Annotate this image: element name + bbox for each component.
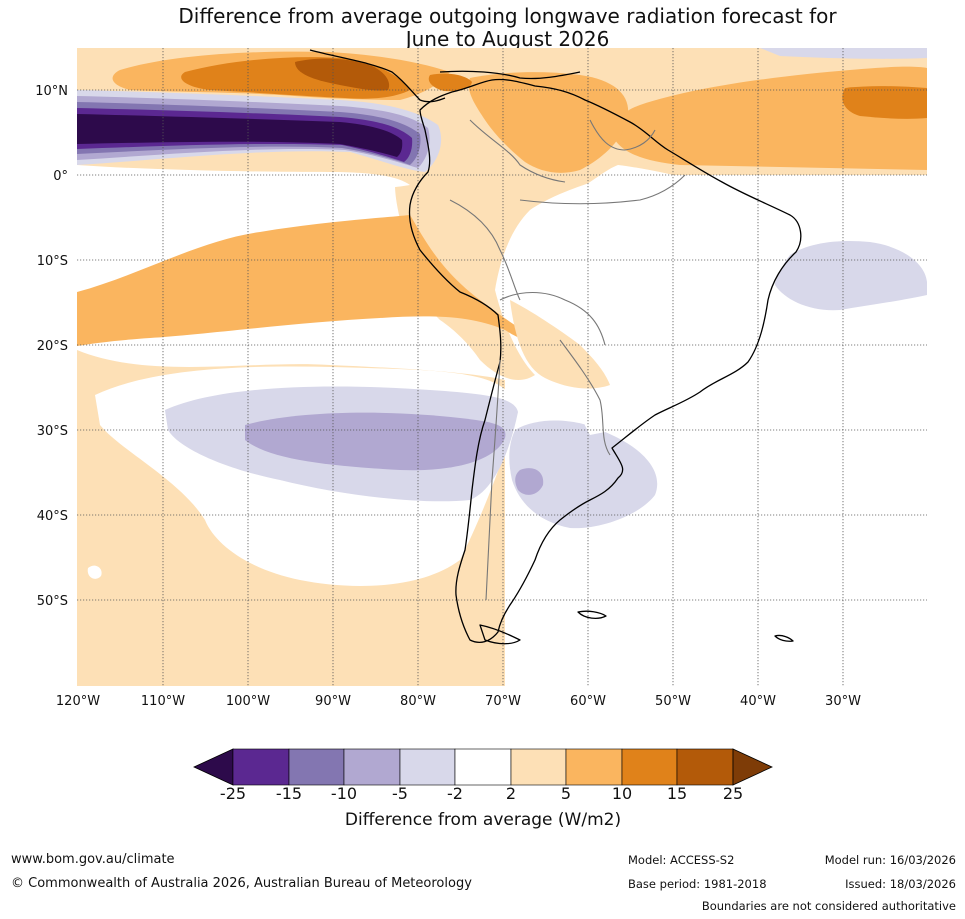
map-title-line-2: June to August 2026 bbox=[405, 27, 610, 51]
falkland-islands bbox=[577, 610, 607, 619]
south-america-coastline bbox=[408, 78, 802, 643]
colorbar-tick-label: 10 bbox=[612, 784, 632, 803]
website-link[interactable]: www.bom.gov.au/climate bbox=[11, 852, 175, 867]
anomaly-region-pos-strong-atlantic bbox=[842, 86, 927, 119]
lat-label: 30°S bbox=[37, 424, 68, 439]
colorbar-tick-label: 25 bbox=[723, 784, 743, 803]
border-paraguay-uruguay bbox=[559, 339, 611, 456]
map-title-line-1: Difference from average outgoing longwav… bbox=[178, 4, 837, 28]
caribbean-coast bbox=[439, 70, 581, 80]
anomaly-region-neutral-equator bbox=[77, 165, 410, 215]
anomaly-region-neg-light-south-atlantic bbox=[775, 240, 927, 311]
anomaly-region-neg-medium-argentina bbox=[515, 468, 544, 495]
lon-label: 70°W bbox=[485, 694, 521, 709]
longitude-axis: 120°W 110°W 100°W 90°W 80°W 70°W 60°W 50… bbox=[56, 694, 861, 709]
border-peru-brazil bbox=[449, 199, 521, 301]
colorbar: -25 -15 -10 -5 -2 2 5 10 15 25 Differenc… bbox=[193, 748, 773, 830]
anomaly-region-neg-extreme-itcz bbox=[77, 114, 403, 157]
border-colombia-venezuela bbox=[469, 119, 566, 183]
border-brazil-interior bbox=[519, 174, 686, 205]
lon-label: 100°W bbox=[226, 694, 270, 709]
lon-label: 50°W bbox=[655, 694, 691, 709]
colorbar-band bbox=[399, 748, 456, 786]
lon-label: 90°W bbox=[315, 694, 351, 709]
lon-label: 40°W bbox=[740, 694, 776, 709]
colorbar-tick-label: -15 bbox=[276, 784, 302, 803]
colorbar-label: Difference from average (W/m2) bbox=[345, 810, 621, 830]
lon-label: 110°W bbox=[141, 694, 185, 709]
lat-label: 10°S bbox=[37, 254, 68, 269]
colorbar-tick-label: -25 bbox=[220, 784, 246, 803]
colorbar-tick-label: -10 bbox=[331, 784, 357, 803]
lat-label: 0° bbox=[53, 169, 68, 184]
lon-label: 120°W bbox=[56, 694, 100, 709]
lat-label: 50°S bbox=[37, 594, 68, 609]
graticule bbox=[77, 48, 927, 686]
lon-label: 60°W bbox=[570, 694, 606, 709]
model-run-date: Model run: 16/03/2026 bbox=[824, 853, 956, 867]
colorbar-tick-label: 15 bbox=[667, 784, 687, 803]
colorbar-extend-high bbox=[732, 748, 773, 786]
map-title: Difference from average outgoing longwav… bbox=[0, 5, 965, 51]
anomaly-region-pos-very-strong-central-america bbox=[295, 58, 390, 91]
colorbar-band bbox=[621, 748, 678, 786]
lon-label: 30°W bbox=[825, 694, 861, 709]
boundaries-disclaimer: Boundaries are not considered authoritat… bbox=[701, 899, 956, 913]
colorbar-band bbox=[565, 748, 623, 786]
tierra-del-fuego bbox=[479, 624, 521, 645]
border-bolivia bbox=[499, 292, 606, 346]
coastlines bbox=[309, 49, 802, 645]
anomaly-region-neg-medium-pacific bbox=[245, 412, 506, 471]
lon-label: 80°W bbox=[400, 694, 436, 709]
south-georgia bbox=[774, 634, 794, 642]
anomaly-field bbox=[77, 48, 927, 686]
colorbar-tick-label: 2 bbox=[506, 784, 516, 803]
colorbar-band bbox=[454, 748, 512, 786]
anomaly-region-neg-light-north-atlantic bbox=[760, 48, 927, 59]
issued-date: Issued: 18/03/2026 bbox=[845, 877, 956, 891]
colorbar-band bbox=[343, 748, 401, 786]
lat-label: 10°N bbox=[35, 84, 68, 99]
anomaly-region-neutral-patch bbox=[87, 565, 102, 579]
central-america-coast bbox=[309, 49, 446, 103]
anomaly-region-pos-light-bolivia bbox=[510, 300, 610, 389]
anomaly-region-pos-medium-southeast-pacific bbox=[77, 215, 540, 346]
colorbar-band bbox=[510, 748, 567, 786]
colorbar-tick-label: -5 bbox=[392, 784, 408, 803]
border-chile-argentina bbox=[485, 359, 501, 601]
border-guianas bbox=[589, 119, 656, 151]
anomaly-region-neg-light-argentina bbox=[509, 420, 658, 529]
model-name: Model: ACCESS-S2 bbox=[628, 853, 735, 867]
colorbar-band bbox=[232, 748, 290, 786]
colorbar-band bbox=[288, 748, 345, 786]
anomaly-region-pos-strong-caribbean bbox=[428, 73, 472, 92]
colorbar-band bbox=[676, 748, 734, 786]
colorbar-tick-label: -2 bbox=[447, 784, 463, 803]
colorbar-tick-label: 5 bbox=[561, 784, 571, 803]
lat-label: 20°S bbox=[37, 339, 68, 354]
country-borders bbox=[449, 119, 686, 601]
copyright-notice: © Commonwealth of Australia 2026, Austra… bbox=[11, 876, 472, 891]
latitude-axis: 10°N 0° 10°S 20°S 30°S 40°S 50°S bbox=[35, 84, 68, 609]
lat-label: 40°S bbox=[37, 509, 68, 524]
base-period: Base period: 1981-2018 bbox=[628, 877, 767, 891]
colorbar-extend-low bbox=[193, 748, 234, 786]
